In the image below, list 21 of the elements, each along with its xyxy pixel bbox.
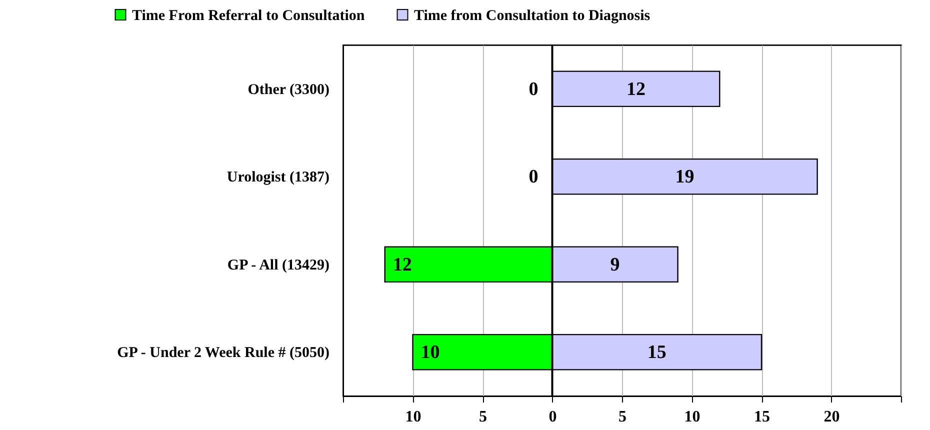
data-label: 12 [626, 78, 646, 100]
y-tick-label: Other (3300) [248, 82, 330, 98]
x-tick-label: 10 [405, 408, 422, 426]
x-tick-label: 20 [824, 408, 840, 426]
data-label: 19 [675, 166, 694, 188]
data-label: 12 [392, 254, 412, 276]
data-label: 9 [610, 254, 620, 276]
data-label: 0 [528, 166, 538, 188]
data-label: 15 [647, 342, 666, 364]
x-tick-label: 5 [479, 408, 487, 426]
data-label: 0 [528, 78, 538, 100]
data-label: 10 [420, 342, 440, 364]
x-tick-label: 15 [754, 408, 770, 426]
y-tick-label: Urologist (1387) [226, 170, 330, 186]
x-tick-label: 5 [618, 408, 626, 426]
legend-label: Time from Consultation to Diagnosis [414, 8, 650, 24]
y-tick-label: GP - Under 2 Week Rule # (5050) [117, 345, 330, 362]
x-tick-label: 10 [684, 408, 700, 426]
x-tick-label: 0 [548, 408, 557, 426]
legend-label: Time From Referral to Consultation [132, 8, 366, 24]
y-tick-label: GP - All (13429) [227, 257, 330, 274]
